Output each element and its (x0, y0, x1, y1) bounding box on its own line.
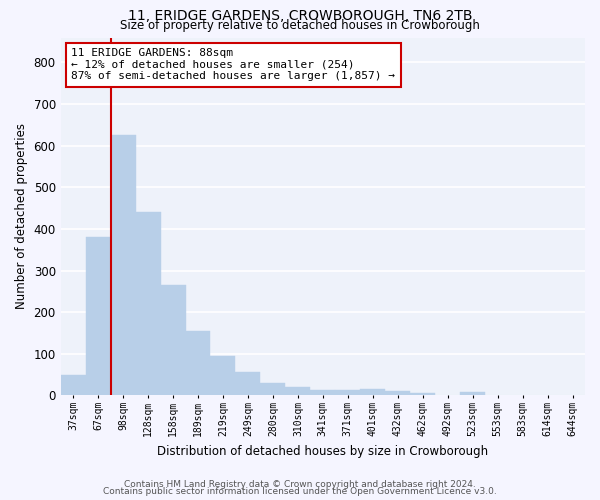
Bar (211, 356, 235, 396)
X-axis label: Distribution of detached houses by size in Crowborough: Distribution of detached houses by size … (157, 444, 488, 458)
Bar (86, 237, 110, 396)
Bar (310, 390, 335, 396)
Bar (260, 383, 286, 396)
Bar (61, 374, 86, 396)
Bar (161, 285, 185, 396)
Bar (335, 390, 360, 396)
Text: Contains HM Land Registry data © Crown copyright and database right 2024.: Contains HM Land Registry data © Crown c… (124, 480, 476, 489)
Text: 11 ERIDGE GARDENS: 88sqm
← 12% of detached houses are smaller (254)
87% of semi-: 11 ERIDGE GARDENS: 88sqm ← 12% of detach… (71, 48, 395, 82)
Bar (385, 391, 410, 396)
Bar (410, 394, 435, 396)
Bar (460, 392, 485, 396)
Y-axis label: Number of detached properties: Number of detached properties (15, 124, 28, 310)
Text: Size of property relative to detached houses in Crowborough: Size of property relative to detached ho… (120, 19, 480, 32)
Bar (185, 331, 211, 396)
Text: Contains public sector information licensed under the Open Government Licence v3: Contains public sector information licen… (103, 487, 497, 496)
Bar (235, 372, 260, 396)
Bar (286, 387, 310, 396)
Bar (110, 136, 136, 396)
Text: 11, ERIDGE GARDENS, CROWBOROUGH, TN6 2TB: 11, ERIDGE GARDENS, CROWBOROUGH, TN6 2TB (128, 9, 472, 23)
Bar (136, 212, 161, 396)
Bar (360, 389, 385, 396)
